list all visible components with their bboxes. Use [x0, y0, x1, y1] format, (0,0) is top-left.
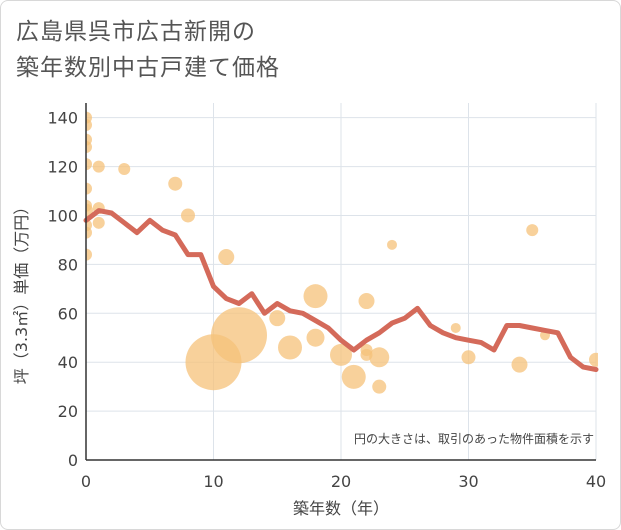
bubble-point [118, 163, 131, 176]
bubble-point [168, 176, 183, 191]
bubble-point [372, 379, 387, 394]
bubble-point [303, 284, 328, 309]
y-tick-label: 0 [68, 451, 78, 470]
y-tick-label: 120 [47, 158, 78, 177]
y-tick-label: 140 [47, 109, 78, 128]
grid [86, 103, 597, 460]
bubble-point [589, 352, 598, 367]
bubble-point [358, 293, 375, 310]
x-tick-label: 0 [81, 472, 91, 491]
y-tick-label: 60 [58, 304, 78, 323]
x-axis-label: 築年数（年） [293, 499, 389, 518]
bubble-point [278, 335, 302, 360]
axes: 0 20 40 60 80 100 120 140 0 10 20 30 40 [47, 103, 606, 491]
bubble-point [92, 216, 105, 229]
bubble-point [92, 160, 105, 173]
bubble-point [218, 249, 235, 266]
bubble-point [86, 158, 92, 171]
bubble-point [526, 224, 539, 237]
trend-line-series [83, 208, 599, 372]
bubble-point [387, 239, 397, 250]
bubble-point [369, 347, 390, 368]
chart-title-line2: 築年数別中古戸建て価格 [16, 55, 280, 81]
bubble-point [306, 328, 325, 347]
bubble-point [269, 310, 286, 327]
bubble-point [211, 307, 267, 364]
x-tick-label: 30 [458, 472, 478, 491]
bubble-point [86, 141, 92, 154]
bubble-point [450, 322, 461, 333]
chart-title-line1: 広島県呉市広古新開の [16, 19, 256, 45]
average-price-line [83, 208, 599, 372]
bubble-point [341, 364, 366, 389]
x-tick-label: 20 [331, 472, 351, 491]
y-tick-label: 20 [58, 402, 78, 421]
chart-title: 広島県呉市広古新開の 築年数別中古戸建て価格 [16, 14, 280, 86]
bubble-point [86, 182, 92, 195]
x-tick-label: 40 [586, 472, 606, 491]
bubble-point [181, 208, 195, 223]
bubble-point [86, 226, 92, 239]
bubble-series [86, 111, 598, 394]
bubble-point [86, 119, 92, 132]
bubble-point [330, 343, 352, 366]
bubble-point [511, 356, 528, 373]
y-axis-label: 坪（3.3㎡）単価（万円） [12, 199, 31, 384]
y-tick-label: 80 [58, 255, 78, 274]
y-tick-label: 100 [47, 206, 78, 225]
bubble-point [86, 248, 92, 261]
size-legend-note: 円の大きさは、取引のあった物件面積を示す [354, 431, 594, 446]
x-tick-label: 10 [203, 472, 223, 491]
y-tick-label: 40 [58, 353, 78, 372]
bubble-point [461, 350, 476, 365]
